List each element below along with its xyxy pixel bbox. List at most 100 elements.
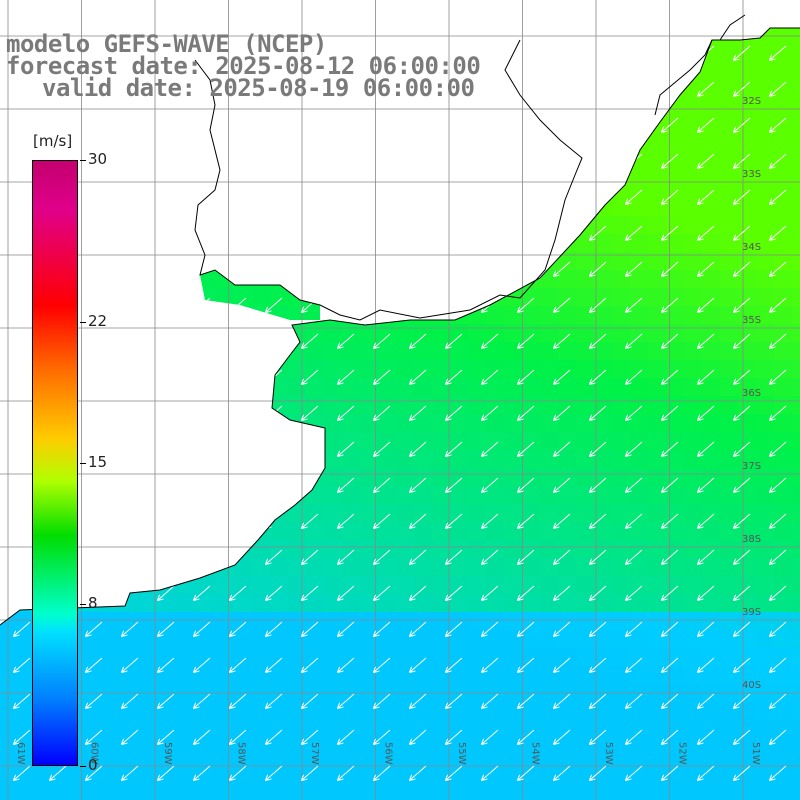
wind-speed-cell — [198, 738, 217, 757]
wind-speed-cell — [270, 144, 289, 163]
wind-speed-cell — [504, 648, 523, 667]
wind-speed-cell — [612, 684, 631, 703]
wind-speed-cell — [522, 342, 541, 361]
wind-speed-cell — [702, 360, 721, 379]
wind-arrow — [734, 45, 751, 60]
wind-speed-cell — [558, 468, 577, 487]
wind-speed-cell — [702, 234, 721, 253]
wind-speed-cell — [504, 216, 523, 235]
wind-arrow — [554, 81, 571, 96]
wind-speed-cell — [90, 504, 109, 523]
wind-speed-cell — [540, 72, 559, 91]
wind-speed-cell — [0, 630, 19, 649]
wind-arrow — [374, 549, 391, 564]
wind-speed-cell — [270, 270, 289, 289]
wind-arrow — [266, 117, 283, 132]
wind-speed-cell — [774, 162, 793, 181]
wind-arrow — [770, 153, 787, 168]
wind-arrow — [194, 153, 211, 168]
wind-speed-cell — [666, 468, 685, 487]
wind-speed-cell — [288, 558, 307, 577]
wind-speed-cell — [684, 396, 703, 415]
wind-speed-cell — [594, 162, 613, 181]
longitude-label: 53W — [603, 742, 614, 765]
wind-speed-cell — [630, 28, 649, 37]
wind-speed-cell — [468, 558, 487, 577]
wind-speed-cell — [486, 612, 505, 631]
wind-arrow — [482, 117, 499, 132]
wind-speed-cell — [558, 306, 577, 325]
wind-speed-cell — [720, 324, 739, 343]
wind-speed-cell — [180, 792, 199, 800]
wind-speed-cell — [414, 180, 433, 199]
wind-speed-cell — [774, 252, 793, 271]
wind-arrow — [194, 117, 211, 132]
wind-arrow — [14, 189, 31, 204]
wind-arrow — [554, 657, 571, 672]
wind-speed-cell — [540, 558, 559, 577]
wind-arrow — [194, 729, 211, 744]
wind-arrow — [626, 729, 643, 744]
wind-speed-cell — [684, 702, 703, 721]
wind-speed-cell — [126, 594, 145, 613]
wind-speed-cell — [162, 360, 181, 379]
wind-speed-cell — [612, 72, 631, 91]
wind-speed-cell — [234, 720, 253, 739]
wind-speed-cell — [720, 540, 739, 559]
wind-speed-cell — [378, 630, 397, 649]
wind-speed-cell — [594, 666, 613, 685]
wind-speed-cell — [378, 0, 397, 19]
wind-speed-cell — [666, 28, 685, 37]
wind-arrow — [734, 81, 751, 96]
wind-speed-cell — [702, 522, 721, 541]
wind-speed-cell — [180, 558, 199, 577]
wind-arrow — [14, 729, 31, 744]
wind-speed-cell — [486, 576, 505, 595]
wind-speed-cell — [432, 126, 451, 145]
wind-arrow — [158, 549, 175, 564]
wind-speed-cell — [738, 702, 757, 721]
wind-speed-cell — [270, 108, 289, 127]
wind-speed-cell — [468, 432, 487, 451]
wind-speed-cell — [306, 144, 325, 163]
wind-arrow — [230, 405, 247, 420]
wind-arrow — [14, 585, 31, 600]
wind-speed-cell — [594, 360, 613, 379]
wind-arrow — [770, 441, 787, 456]
wind-speed-cell — [288, 306, 307, 325]
wind-speed-cell — [666, 792, 685, 800]
wind-speed-cell — [234, 216, 253, 235]
wind-speed-cell — [270, 180, 289, 199]
wind-speed-cell — [180, 432, 199, 451]
wind-speed-cell — [594, 270, 613, 289]
wind-speed-cell — [252, 504, 271, 523]
wind-speed-cell — [180, 396, 199, 415]
wind-speed-cell — [504, 558, 523, 577]
wind-arrow — [518, 693, 535, 708]
wind-speed-cell — [414, 396, 433, 415]
wind-speed-cell — [144, 792, 163, 800]
wind-speed-cell — [234, 558, 253, 577]
wind-speed-cell — [306, 342, 325, 361]
wind-speed-cell — [180, 324, 199, 343]
wind-speed-cell — [234, 666, 253, 685]
wind-speed-cell — [774, 540, 793, 559]
wind-arrow — [14, 657, 31, 672]
wind-arrow — [410, 117, 427, 132]
wind-speed-cell — [612, 414, 631, 433]
wind-speed-cell — [594, 414, 613, 433]
wind-arrow — [302, 441, 319, 456]
wind-speed-cell — [486, 648, 505, 667]
wind-speed-cell — [594, 378, 613, 397]
wind-speed-cell — [414, 612, 433, 631]
wind-speed-cell — [738, 558, 757, 577]
wind-speed-cell — [450, 756, 469, 775]
wind-speed-cell — [684, 720, 703, 739]
wind-arrow — [698, 117, 715, 132]
wind-speed-cell — [360, 396, 379, 415]
wind-speed-cell — [378, 648, 397, 667]
wind-speed-cell — [180, 198, 199, 217]
wind-arrow — [626, 10, 642, 24]
wind-speed-cell — [306, 648, 325, 667]
wind-speed-cell — [162, 468, 181, 487]
